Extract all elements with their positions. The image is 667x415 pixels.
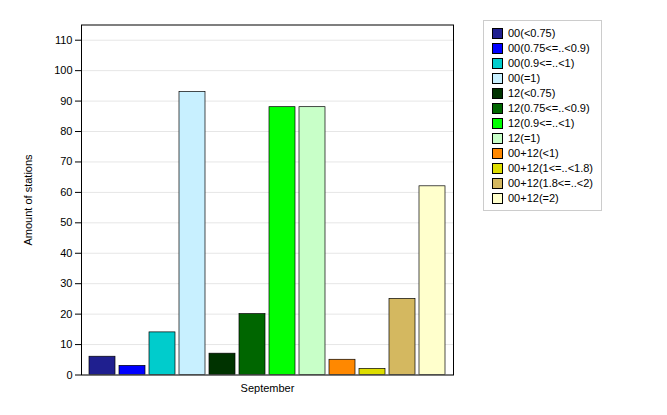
svg-text:20: 20 [60, 308, 72, 320]
html-text:12(=1): 12(=1) [508, 132, 541, 144]
html-text:00+12(1<=..<1.8): 00+12(1<=..<1.8) [508, 162, 593, 174]
html-text:00(0.9<=..<1): 00(0.9<=..<1) [508, 57, 575, 69]
html-text:00(<0.75): 00(<0.75) [508, 27, 556, 39]
html-text:00+12(=2): 00+12(=2) [508, 192, 559, 204]
svg-text:80: 80 [60, 125, 72, 137]
svg-text:September: September [241, 382, 295, 394]
svg-text:30: 30 [60, 277, 72, 289]
svg-text:0: 0 [66, 369, 72, 381]
html-text:12(0.75<=..<0.9): 12(0.75<=..<0.9) [508, 102, 590, 114]
svg-text:70: 70 [60, 155, 72, 167]
html-text:00+12(1.8<=..<2): 00+12(1.8<=..<2) [508, 177, 593, 189]
svg-text:110: 110 [55, 34, 73, 46]
svg-text:50: 50 [60, 216, 72, 228]
svg-text:40: 40 [60, 247, 72, 259]
html-text:12(<0.75): 12(<0.75) [508, 87, 556, 99]
html-text:00(=1): 00(=1) [508, 72, 541, 84]
svg-text:100: 100 [54, 64, 72, 76]
html-text:00+12(<1): 00+12(<1) [508, 147, 559, 159]
html-text:00(0.75<=..<0.9): 00(0.75<=..<0.9) [508, 42, 590, 54]
html-text:12(0.9<=..<1): 12(0.9<=..<1) [508, 117, 575, 129]
svg-text:60: 60 [60, 186, 72, 198]
svg-text:10: 10 [60, 338, 72, 350]
svg-text:Amount of stations: Amount of stations [22, 154, 34, 246]
svg-text:90: 90 [60, 95, 72, 107]
